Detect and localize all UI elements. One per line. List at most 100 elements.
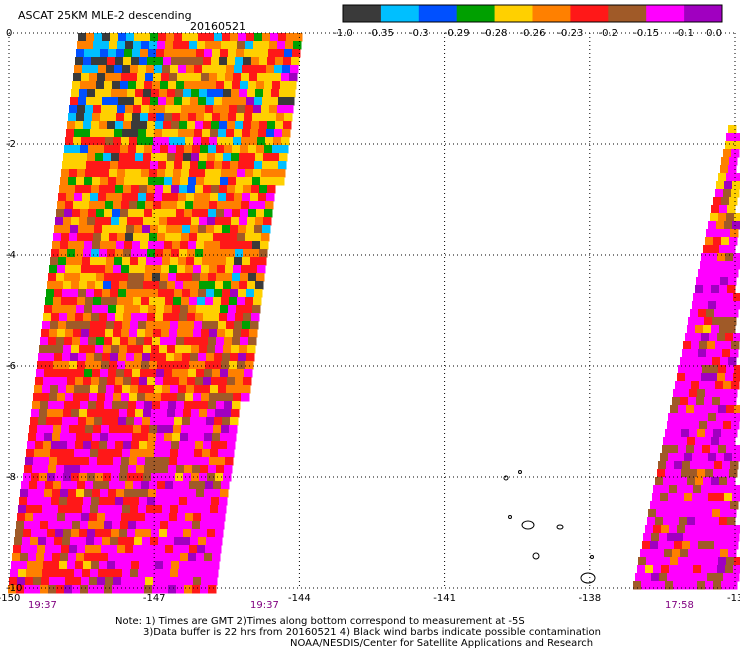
swath-cell (650, 541, 659, 550)
swath-cell (217, 73, 226, 82)
swath-cell (233, 201, 242, 210)
swath-cell (95, 345, 104, 354)
swath-cell (126, 161, 135, 170)
swath-cell (164, 553, 173, 562)
swath-cell (653, 565, 662, 574)
swath-cell (147, 185, 156, 194)
swath-cell (283, 57, 292, 66)
swath-cell (709, 253, 718, 262)
swath-cell (127, 281, 136, 290)
swath-cell (228, 433, 237, 442)
swath-cell (172, 177, 181, 186)
swath-cell (118, 417, 127, 426)
swath-cell (251, 249, 260, 258)
swath-cell (724, 413, 733, 422)
swath-cell (41, 329, 50, 338)
swath-cell (215, 409, 224, 418)
swath-cell (83, 561, 92, 570)
y-tick-label: -10 (6, 583, 22, 594)
swath-cell (76, 49, 85, 58)
swath-cell (149, 105, 158, 114)
swath-cell (87, 409, 96, 418)
swath-cell (53, 481, 62, 490)
swath-cell (108, 113, 117, 122)
swath-cell (148, 113, 157, 122)
swath-cell (228, 113, 237, 122)
swath-cell (47, 473, 56, 482)
swath-cell (661, 565, 670, 574)
swath-cell (61, 361, 70, 370)
swath-cell (64, 585, 73, 594)
swath-cell (183, 345, 192, 354)
swath-cell (133, 105, 142, 114)
swath-cell (254, 289, 263, 298)
swath-cell (163, 561, 172, 570)
swath-cell (188, 489, 197, 498)
swath-cell (691, 573, 700, 582)
swath-cell (215, 217, 224, 226)
swath-cell (183, 529, 192, 538)
swath-cell (292, 49, 301, 58)
swath-cell (266, 193, 275, 202)
swath-cell (116, 489, 125, 498)
swath-cell (100, 113, 109, 122)
swath-cell (208, 81, 217, 90)
swath-cell (111, 345, 120, 354)
swath-cell (193, 457, 202, 466)
swath-cell (125, 361, 134, 370)
swath-cell (681, 469, 690, 478)
swath-cell (149, 297, 158, 306)
swath-cell (222, 33, 231, 42)
swath-cell (210, 321, 219, 330)
swath-cell (719, 517, 728, 526)
swath-cell (135, 345, 144, 354)
swath-cell (224, 209, 233, 218)
swath-cell (113, 513, 122, 522)
swath-cell (120, 209, 129, 218)
swath-cell (696, 549, 705, 558)
swath-cell (88, 521, 97, 530)
swath-cell (23, 473, 32, 482)
swath-cell (692, 301, 701, 310)
swath-cell (720, 317, 729, 326)
swath-cell (125, 233, 134, 242)
swath-cell (692, 493, 701, 502)
swath-cell (226, 257, 235, 266)
swath-cell (130, 449, 139, 458)
swath-cell (211, 313, 220, 322)
swath-cell (699, 341, 708, 350)
swath-cell (207, 409, 216, 418)
swath-cell (209, 265, 218, 274)
island-outline (503, 475, 509, 481)
swath-cell (95, 409, 104, 418)
swath-cell (247, 89, 256, 98)
swath-cell (63, 529, 72, 538)
swath-cell (173, 41, 182, 50)
swath-cell (103, 153, 112, 162)
swath-cell (152, 585, 161, 594)
swath-cell (32, 521, 41, 530)
swath-cell (79, 281, 88, 290)
swath-cell (256, 81, 265, 90)
swath-cell (27, 497, 36, 506)
swath-cell (167, 345, 176, 354)
swath-cell (59, 313, 68, 322)
swath-cell (131, 249, 140, 258)
island-outline (521, 520, 535, 530)
swath-cell (108, 369, 117, 378)
swath-cell (105, 329, 114, 338)
swath-cell (706, 501, 715, 510)
swath-cell (86, 353, 95, 362)
swath-cell (203, 313, 212, 322)
swath-cell (646, 557, 655, 566)
swath-cell (209, 577, 218, 586)
swath-cell (145, 137, 154, 146)
swath-cell (700, 301, 709, 310)
swath-layer (8, 33, 740, 594)
swath-cell (50, 385, 59, 394)
swath-cell (71, 345, 80, 354)
colorbar-swatch (608, 5, 647, 22)
swath-cell (728, 165, 737, 174)
swath-cell (17, 577, 26, 586)
swath-cell (173, 425, 182, 434)
